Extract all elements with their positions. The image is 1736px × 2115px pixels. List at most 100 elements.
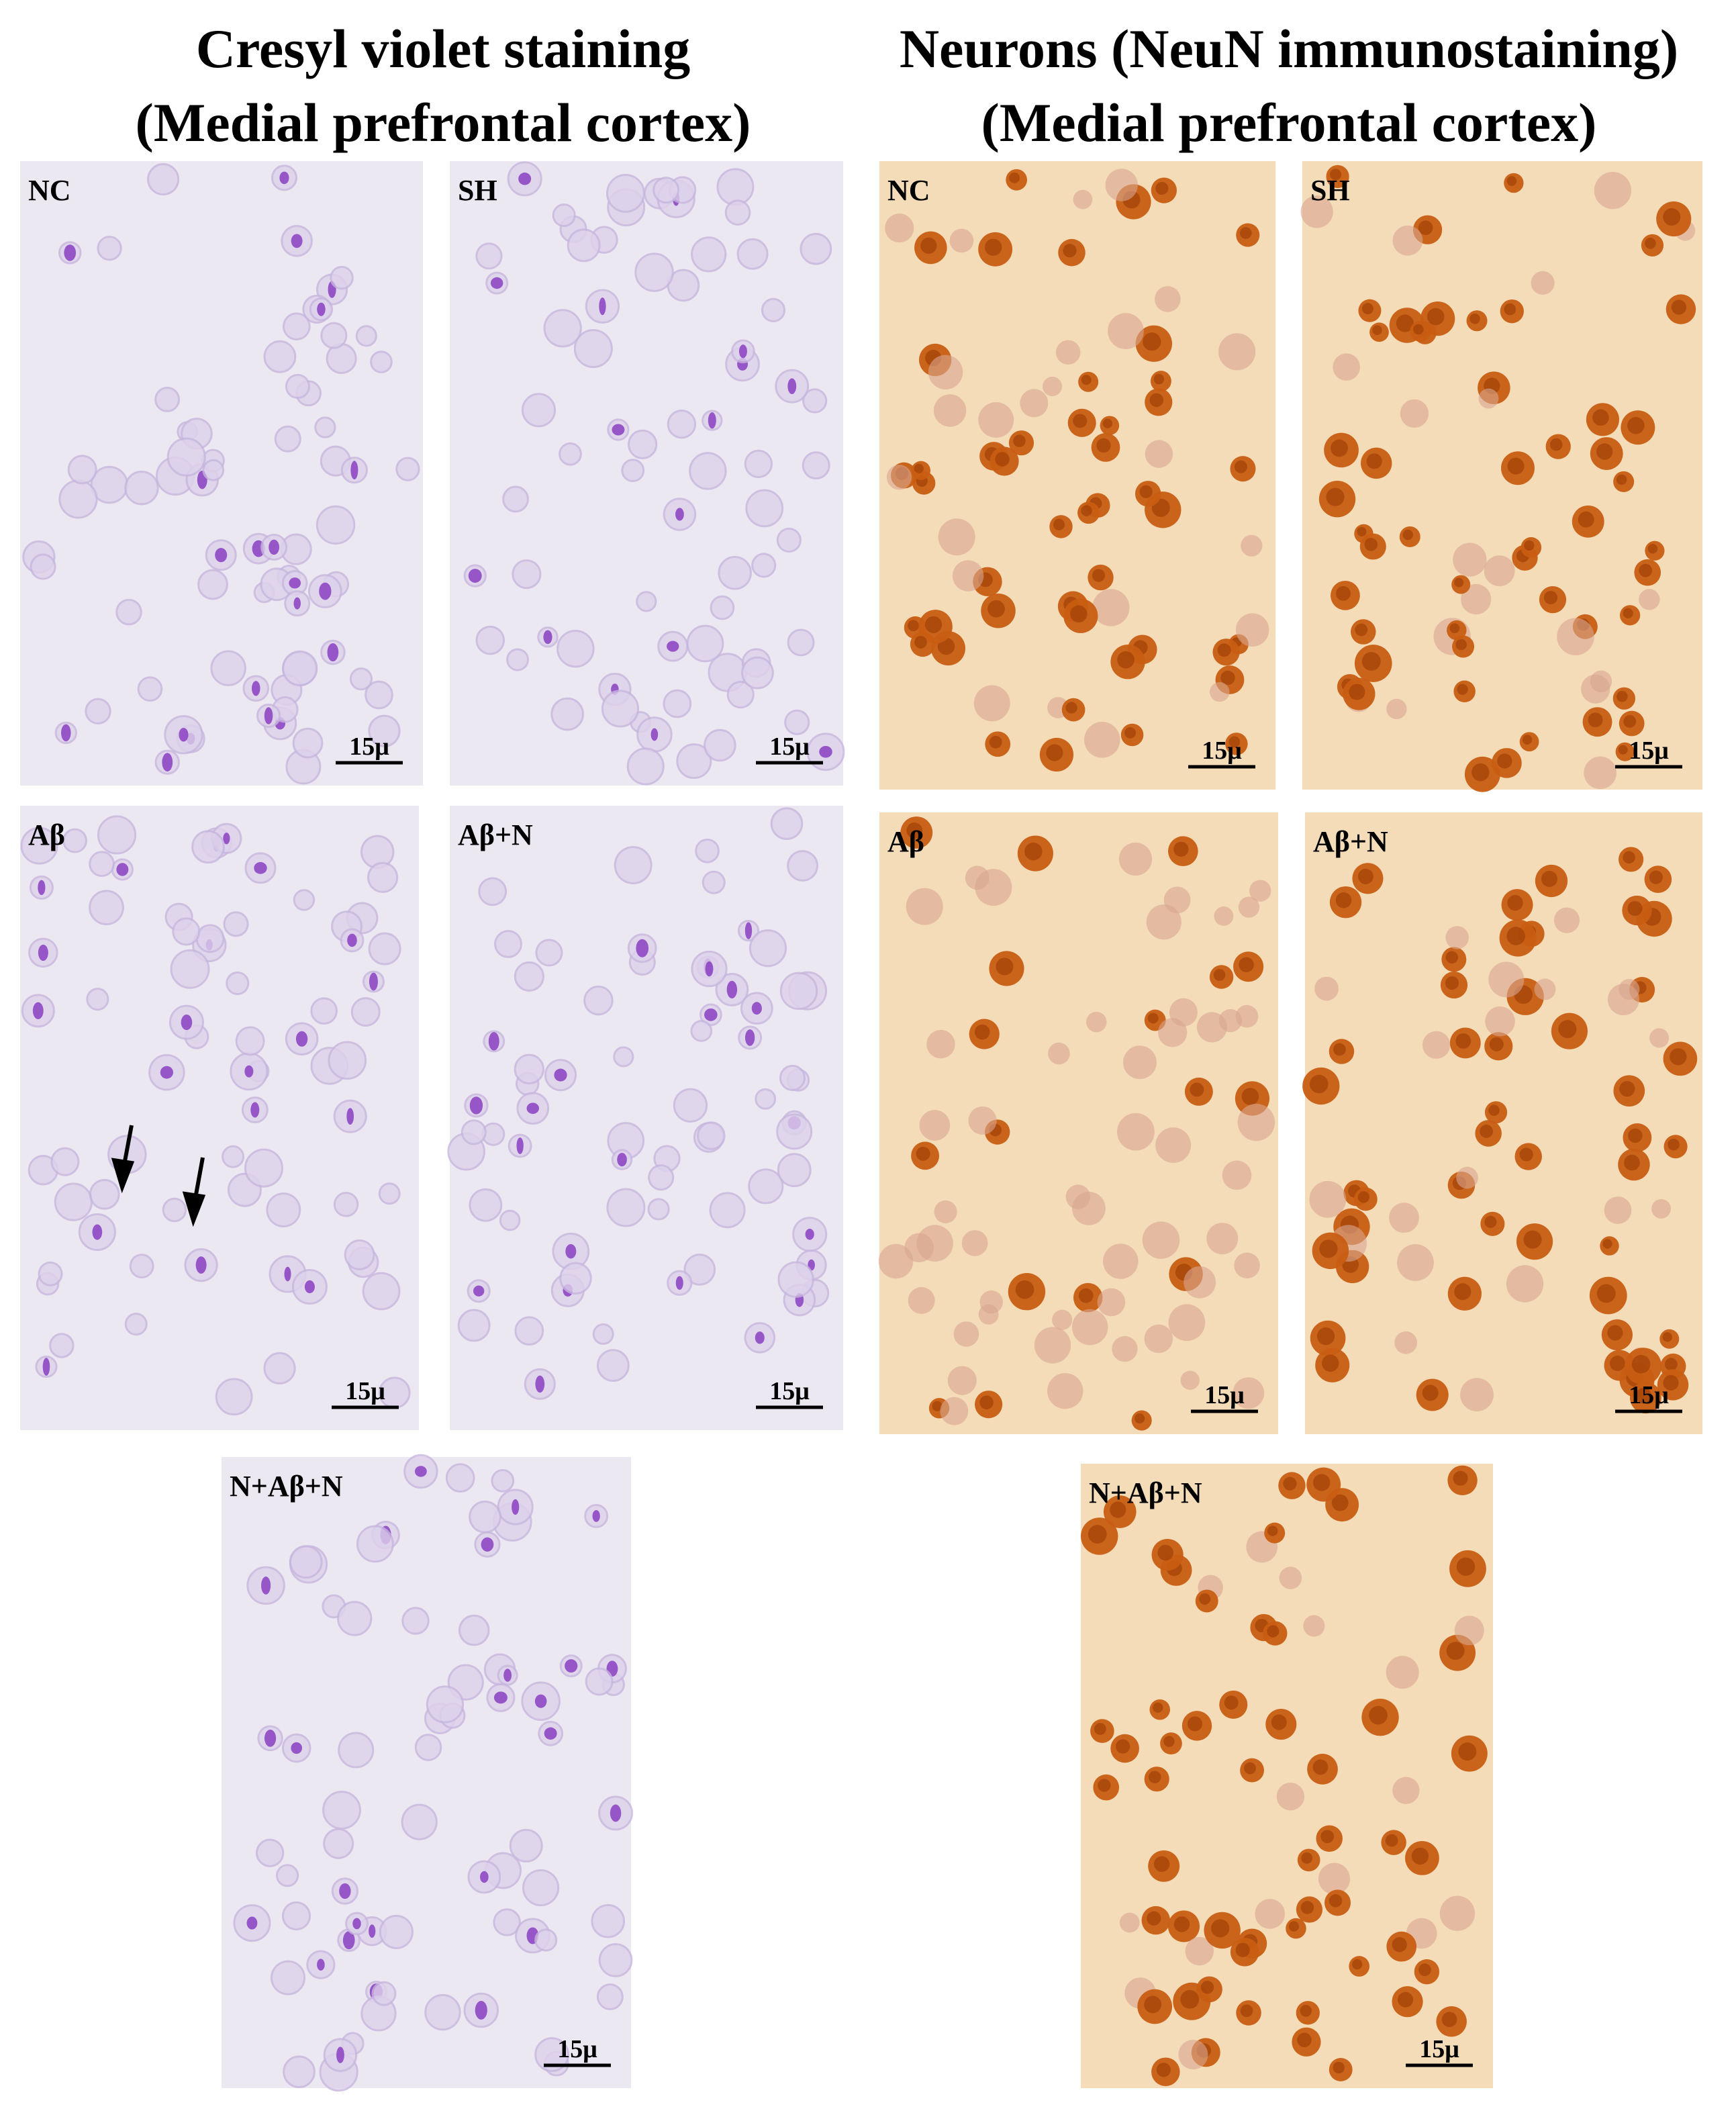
nucleus [1070, 605, 1088, 623]
cell [314, 416, 336, 438]
cell [784, 709, 810, 735]
cell [365, 680, 393, 710]
cell [543, 309, 582, 348]
panel-label: SH [1310, 174, 1350, 207]
micrograph [450, 806, 843, 1430]
cell [401, 1607, 430, 1635]
micrograph [879, 161, 1275, 790]
cell [49, 1333, 75, 1358]
cell [426, 1685, 465, 1724]
panel-label: Aβ [28, 818, 65, 851]
scale-label: 15μ [1629, 737, 1669, 765]
cell [1119, 1912, 1140, 1933]
cell [1303, 1615, 1325, 1637]
cell [627, 429, 658, 459]
nucleus [488, 1032, 499, 1051]
nucleus [1602, 1239, 1612, 1249]
cell [585, 1667, 614, 1696]
cell [1144, 1324, 1173, 1354]
cell [1233, 1377, 1265, 1409]
cell [337, 1601, 373, 1636]
cell [709, 1192, 746, 1229]
cell [222, 1145, 245, 1168]
cell [1043, 377, 1063, 397]
cell [395, 457, 420, 481]
nucleus [819, 746, 832, 758]
cell [1488, 961, 1525, 998]
nucleus [1541, 870, 1558, 888]
nucleus [1319, 1239, 1338, 1258]
nucleus [1441, 2012, 1457, 2028]
nucleus [916, 1146, 930, 1161]
cell [559, 442, 582, 466]
cell [777, 1261, 814, 1298]
cell [338, 1732, 375, 1769]
cell [683, 1254, 716, 1286]
nucleus [805, 1229, 814, 1240]
cell [573, 329, 613, 369]
cell [1108, 313, 1144, 350]
column-title: Cresyl violet staining [196, 18, 690, 79]
nucleus [319, 582, 332, 600]
cell [695, 838, 720, 863]
cell [215, 1378, 253, 1416]
cell [124, 471, 159, 506]
cell [1185, 1936, 1214, 1966]
cell [1439, 1895, 1476, 1931]
cell [38, 1261, 63, 1286]
cell [598, 1943, 633, 1977]
nucleus [744, 922, 753, 939]
cell [1422, 1031, 1451, 1059]
nucleus [1329, 1894, 1343, 1908]
cell [129, 1254, 154, 1279]
cell [726, 680, 755, 709]
cell [978, 1304, 999, 1325]
cell [648, 1164, 675, 1191]
cell [282, 650, 318, 686]
nucleus [1117, 651, 1135, 669]
nucleus [480, 1871, 489, 1883]
nucleus [279, 171, 289, 185]
cell [97, 815, 137, 855]
nucleus [1102, 418, 1113, 428]
nucleus [650, 728, 659, 741]
nucleus [1506, 927, 1525, 945]
nucleus [1331, 439, 1348, 457]
nucleus [1326, 487, 1345, 506]
nucleus [1469, 313, 1480, 324]
cell [276, 1864, 299, 1887]
cell [802, 388, 828, 414]
nucleus [1369, 1705, 1388, 1725]
nucleus [493, 1691, 508, 1704]
nucleus [1427, 308, 1445, 326]
nucleus [1596, 443, 1613, 460]
nucleus [1522, 735, 1533, 745]
cell [223, 911, 249, 937]
cell [952, 560, 984, 592]
nucleus [1312, 1759, 1329, 1775]
cell [89, 890, 124, 925]
cell [1155, 286, 1181, 312]
cell [379, 1914, 414, 1949]
cell [761, 297, 786, 322]
cell [1071, 1309, 1108, 1346]
cell [1534, 978, 1556, 1000]
cell [1047, 1373, 1083, 1409]
cell [926, 1029, 955, 1059]
nucleus [264, 707, 273, 724]
cell [673, 1088, 708, 1123]
nucleus [317, 302, 326, 316]
cell [274, 425, 301, 453]
cell [800, 232, 832, 265]
cell [953, 1321, 979, 1347]
cell [1386, 1656, 1419, 1689]
cell [50, 1147, 80, 1176]
nucleus [1484, 1215, 1497, 1228]
nucleus [1523, 1230, 1542, 1249]
nucleus [346, 1108, 354, 1125]
nucleus [1411, 1847, 1429, 1865]
cell [663, 689, 692, 718]
nucleus [1135, 1413, 1145, 1424]
nucleus [667, 641, 679, 652]
